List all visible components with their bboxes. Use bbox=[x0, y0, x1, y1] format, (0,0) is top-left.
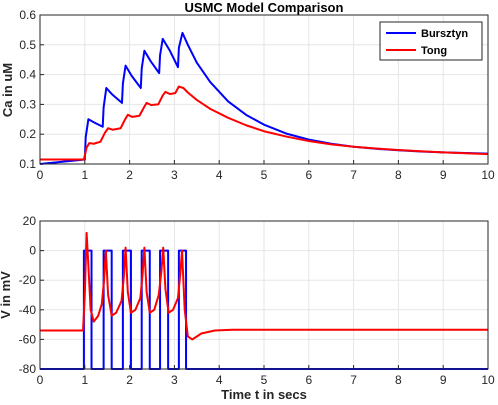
v-x-tick-label-9: 9 bbox=[440, 373, 447, 387]
ca-y-tick-label-2: 0.3 bbox=[19, 97, 36, 111]
ca-x-tick-label-8: 8 bbox=[395, 168, 402, 182]
ca-x-tick-label-2: 2 bbox=[126, 168, 133, 182]
ca-y-tick-label-3: 0.4 bbox=[19, 68, 36, 82]
ca-y-tick-label-4: 0.5 bbox=[19, 38, 36, 52]
ca-x-tick-label-9: 9 bbox=[440, 168, 447, 182]
ca-y-axis-label: Ca in uM bbox=[0, 63, 15, 117]
v-y-tick-label-1: -60 bbox=[19, 332, 37, 346]
v-x-tick-label-2: 2 bbox=[126, 373, 133, 387]
ca-y-tick-label-1: 0.2 bbox=[19, 127, 36, 141]
v-y-tick-label-5: 20 bbox=[23, 214, 37, 228]
ca-x-tick-label-3: 3 bbox=[171, 168, 178, 182]
v-x-tick-label-7: 7 bbox=[350, 373, 357, 387]
v-y-tick-label-4: 0 bbox=[29, 244, 36, 258]
ca-x-tick-label-6: 6 bbox=[305, 168, 312, 182]
ca-x-tick-label-1: 1 bbox=[81, 168, 88, 182]
ca-y-tick-label-5: 0.6 bbox=[19, 8, 36, 22]
ca-x-tick-label-5: 5 bbox=[261, 168, 268, 182]
v-series-tong bbox=[40, 231, 488, 341]
ca-x-tick-label-7: 7 bbox=[350, 168, 357, 182]
legend-label-bursztyn: Bursztyn bbox=[421, 28, 468, 40]
v-y-tick-label-3: -20 bbox=[19, 273, 37, 287]
ca-legend: Bursztyn Tong bbox=[379, 21, 483, 61]
v-x-tick-label-4: 4 bbox=[216, 373, 223, 387]
v-x-tick-label-1: 1 bbox=[81, 373, 88, 387]
ca-x-tick-label-0: 0 bbox=[37, 168, 44, 182]
v-x-tick-label-10: 10 bbox=[481, 373, 495, 387]
ca-y-tick-label-0: 0.1 bbox=[19, 157, 36, 171]
v-y-tick-label-0: -80 bbox=[19, 362, 37, 376]
v-x-tick-label-6: 6 bbox=[305, 373, 312, 387]
v-x-tick-label-5: 5 bbox=[261, 373, 268, 387]
ca-subplot: 0 1 2 3 4 5 6 7 8 9 10 0.1 0.2 0.3 0.4 0.5 0.6 USMC Mode… bbox=[0, 0, 495, 182]
legend-label-tong: Tong bbox=[421, 45, 447, 57]
ca-x-tick-label-4: 4 bbox=[216, 168, 223, 182]
ca-series-layer bbox=[39, 31, 489, 165]
v-y-axis-label: V in mV bbox=[0, 271, 13, 319]
ca-chart-title: USMC Model Comparison bbox=[185, 0, 344, 15]
v-x-tick-label-0: 0 bbox=[37, 373, 44, 387]
ca-x-tick-label-10: 10 bbox=[481, 168, 495, 182]
v-y-tick-label-2: -40 bbox=[19, 303, 37, 317]
v-x-tick-label-8: 8 bbox=[395, 373, 402, 387]
legend-box bbox=[379, 21, 483, 61]
v-subplot: 0 1 2 3 4 5 6 7 8 9 10 -80 -60 -40 -20 0 20 V in mV Time… bbox=[0, 214, 495, 402]
ca-ticks: 0 1 2 3 4 5 6 7 8 9 10 0.1 0.2 0.3 0.4 0.5 0.6 bbox=[19, 8, 495, 182]
v-x-tick-label-3: 3 bbox=[171, 373, 178, 387]
v-x-axis-label: Time t in secs bbox=[221, 387, 307, 402]
v-ticks: 0 1 2 3 4 5 6 7 8 9 10 -80 -60 -40 -20 0 20 bbox=[19, 214, 495, 387]
ca-series-tong bbox=[40, 85, 489, 161]
